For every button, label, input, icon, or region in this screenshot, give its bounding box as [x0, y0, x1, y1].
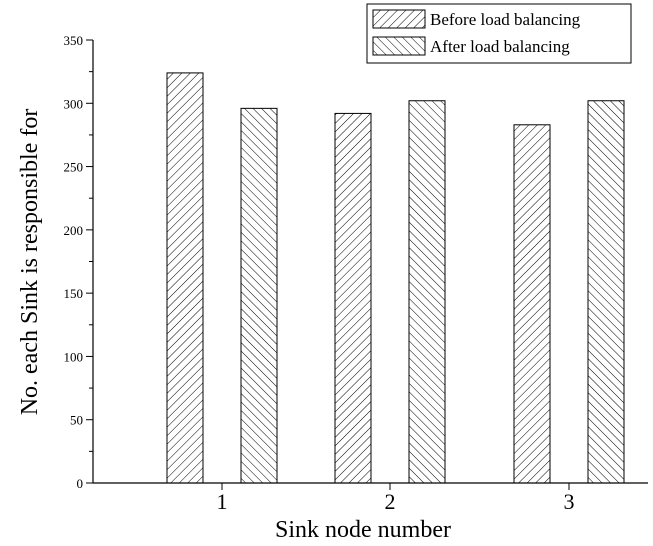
- x-axis-title: Sink node number: [275, 517, 451, 543]
- x-tick-label: 2: [385, 489, 396, 514]
- bar-before-sink-3: [513, 124, 551, 484]
- plot-area: [166, 72, 625, 484]
- y-tick-label: 150: [64, 286, 84, 301]
- x-tick-label: 3: [564, 489, 575, 514]
- legend-label-before: Before load balancing: [430, 10, 581, 29]
- y-tick-label: 50: [70, 413, 83, 428]
- bar-before-sink-1: [166, 72, 204, 484]
- y-axis-title: No. each Sink is responsible for: [17, 109, 43, 416]
- y-tick-label: 200: [64, 223, 84, 238]
- bar-after-sink-2: [408, 100, 446, 484]
- bar-before-sink-2: [334, 112, 372, 484]
- y-tick-label: 0: [77, 476, 84, 491]
- legend-label-after: After load balancing: [430, 37, 570, 56]
- legend-swatch-after: [372, 36, 426, 56]
- bar-after-sink-1: [240, 107, 278, 484]
- x-tick-label: 1: [217, 489, 228, 514]
- y-tick-label: 250: [64, 160, 84, 175]
- legend: Before load balancing After load balanci…: [366, 3, 632, 64]
- y-tick-label: 100: [64, 349, 84, 364]
- legend-swatch-before: [372, 9, 426, 29]
- bar-after-sink-3: [587, 100, 625, 484]
- y-tick-label: 300: [64, 96, 84, 111]
- y-axis: 0 50 100 150 200 250 300 350: [64, 33, 94, 491]
- x-axis: 1 2 3: [93, 482, 648, 514]
- y-tick-label: 350: [64, 33, 84, 48]
